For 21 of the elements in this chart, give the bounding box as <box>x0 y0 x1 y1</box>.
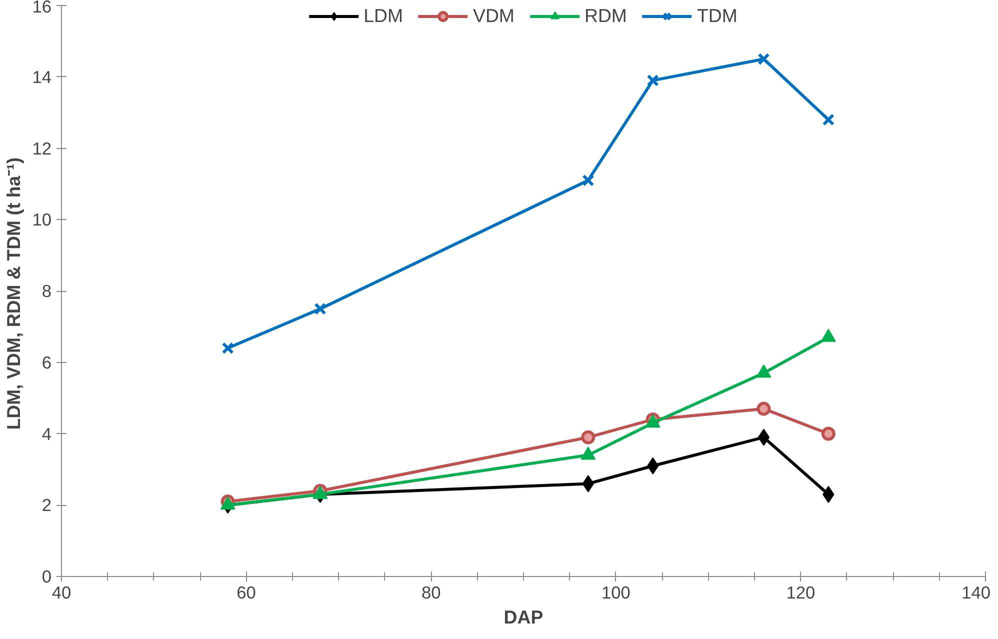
legend-label: RDM <box>584 5 627 27</box>
x-axis-title: DAP <box>504 606 544 628</box>
y-tick-label: 0 <box>42 566 52 586</box>
y-axis-title: LDM, VDM, RDM & TDM (t ha⁻¹) <box>3 157 24 430</box>
y-tick-label: 12 <box>32 138 52 158</box>
x-tick-label: 60 <box>236 582 256 602</box>
y-tick-label: 14 <box>32 66 52 87</box>
y-tick-label: 6 <box>42 352 52 372</box>
x-tick-label: 120 <box>786 582 816 602</box>
y-tick-label: 8 <box>42 281 52 301</box>
x-tick-label: 100 <box>601 582 630 602</box>
x-tick-label: 80 <box>421 582 441 602</box>
y-tick-label: 4 <box>42 424 52 444</box>
y-tick-label: 2 <box>42 495 52 516</box>
x-tick-label: 40 <box>52 582 72 602</box>
legend-label: TDM <box>696 5 738 27</box>
legend-label: VDM <box>473 5 514 27</box>
legend-label: LDM <box>364 5 403 27</box>
y-tick-label: 16 <box>32 0 52 16</box>
x-tick-label: 140 <box>962 582 991 602</box>
y-tick-label: 10 <box>32 210 52 230</box>
